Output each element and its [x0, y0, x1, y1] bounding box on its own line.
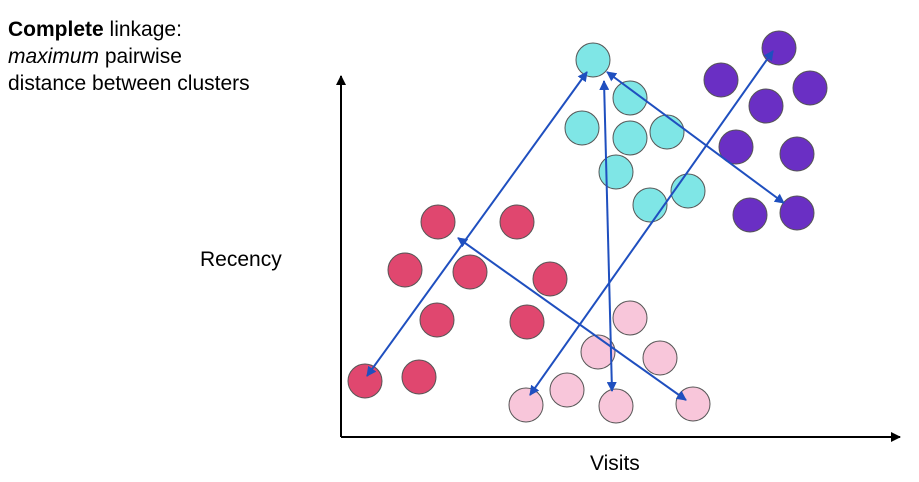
purple-point	[732, 197, 768, 233]
pink-dark-point	[420, 204, 456, 240]
cluster-points	[347, 30, 828, 424]
caption-line-1: Complete linkage:	[8, 16, 250, 43]
pink-dark-point	[347, 363, 383, 399]
linkage-caption: Complete linkage: maximum pairwise dista…	[8, 16, 250, 97]
cyan-point	[598, 154, 634, 190]
pink-dark-point	[509, 304, 545, 340]
cyan-point	[575, 42, 611, 78]
cyan-point	[564, 110, 600, 146]
purple-point	[779, 195, 815, 231]
cyan-point	[670, 173, 706, 209]
caption-text-1: linkage:	[103, 18, 182, 41]
cyan-point	[632, 187, 668, 223]
x-axis-label: Visits	[590, 452, 640, 475]
purple-point	[779, 136, 815, 172]
pink-light-point	[612, 300, 648, 336]
pink-light-point	[598, 388, 634, 424]
pink-light-point	[675, 386, 711, 422]
caption-bold-term: Complete	[8, 18, 104, 41]
linkage-arrow	[606, 71, 785, 204]
cyan-point	[649, 114, 685, 150]
pink-dark-point	[401, 359, 437, 395]
caption-italic-term: maximum	[8, 45, 100, 68]
pink-dark-point	[419, 302, 455, 338]
purple-point	[792, 70, 828, 106]
linkage-arrows	[366, 50, 785, 401]
purple-point	[703, 62, 739, 98]
cyan-point	[612, 120, 648, 156]
caption-line-3: distance between clusters	[8, 72, 250, 95]
caption-line-2: maximum pairwise	[8, 43, 250, 70]
pink-dark-point	[532, 261, 568, 297]
linkage-arrow	[366, 71, 588, 377]
pink-light-point	[549, 372, 585, 408]
pink-dark-point	[452, 254, 488, 290]
caption-text-2: pairwise	[99, 45, 182, 68]
pink-dark-point	[499, 204, 535, 240]
pink-light-point	[508, 387, 544, 423]
purple-point	[748, 88, 784, 124]
y-axis-label: Recency	[200, 248, 282, 271]
pink-light-point	[642, 340, 678, 376]
pink-dark-point	[387, 252, 423, 288]
